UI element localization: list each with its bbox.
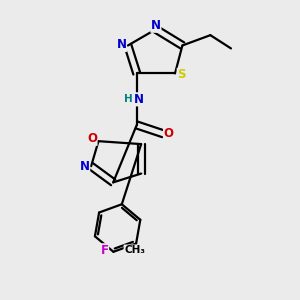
Text: O: O — [87, 132, 97, 145]
Text: N: N — [116, 38, 126, 51]
Text: N: N — [80, 160, 90, 173]
Text: F: F — [100, 244, 109, 257]
Text: N: N — [134, 93, 144, 106]
Text: CH₃: CH₃ — [124, 245, 145, 255]
Text: H: H — [124, 94, 133, 104]
Text: N: N — [151, 19, 161, 32]
Text: O: O — [164, 127, 174, 140]
Text: S: S — [177, 68, 186, 81]
